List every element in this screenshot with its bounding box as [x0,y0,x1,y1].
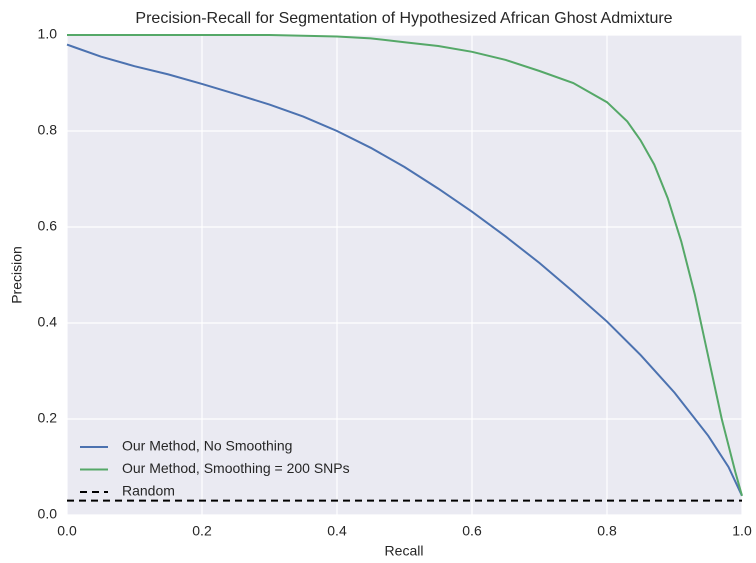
legend-label: Our Method, Smoothing = 200 SNPs [122,460,350,476]
y-tick-label: 0.6 [38,218,58,234]
x-tick-label: 0.8 [597,523,617,539]
y-tick-label: 0.8 [38,122,58,138]
x-tick-label: 1.0 [732,523,752,539]
y-tick-label: 0.0 [38,506,58,522]
chart-title: Precision-Recall for Segmentation of Hyp… [135,10,672,27]
x-axis-label: Recall [385,543,424,559]
legend-label: Random [122,483,175,499]
plot-background [67,35,742,515]
y-tick-label: 1.0 [38,26,58,42]
x-tick-label: 0.4 [327,523,347,539]
x-tick-label: 0.6 [462,523,482,539]
series-line [67,34,743,497]
series-line [66,43,743,497]
x-tick-label: 0.2 [192,523,212,539]
legend-label: Our Method, No Smoothing [122,438,292,454]
y-axis-label: Precision [9,246,25,304]
y-tick-label: 0.2 [38,410,58,426]
x-tick-label: 0.0 [57,523,77,539]
y-tick-label: 0.4 [38,314,58,330]
